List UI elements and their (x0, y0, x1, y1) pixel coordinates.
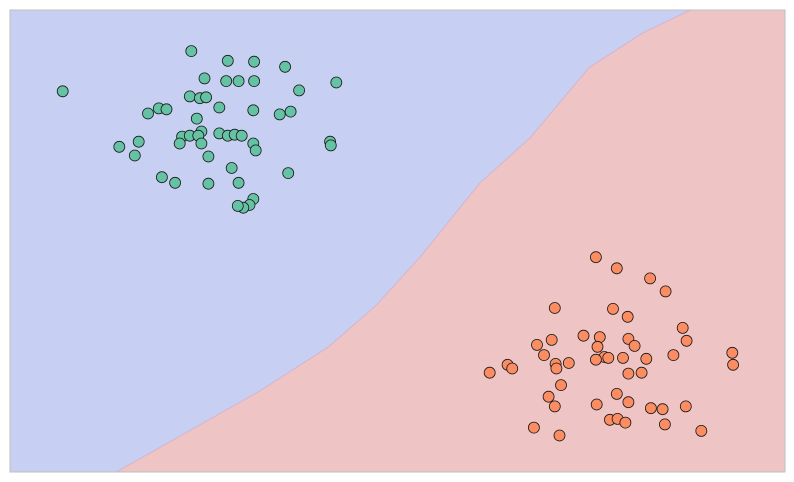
data-point-series-1 (56, 85, 69, 98)
data-point-series-2 (622, 367, 635, 380)
data-point-series-1 (198, 72, 211, 85)
data-point-series-2 (619, 416, 632, 429)
data-point-series-2 (644, 272, 656, 285)
data-point-series-2 (680, 334, 693, 347)
data-point-series-1 (113, 140, 126, 153)
data-point-series-2 (602, 351, 615, 364)
data-point-series-1 (293, 84, 306, 97)
data-point-series-2 (562, 357, 575, 369)
data-point-series-2 (676, 321, 689, 334)
data-point-series-1 (142, 107, 154, 120)
data-point-series-2 (727, 358, 739, 371)
data-point-series-2 (640, 352, 653, 365)
data-point-series-2 (545, 333, 558, 346)
data-point-series-2 (577, 329, 590, 342)
data-point-series-2 (531, 338, 543, 351)
decision-regions (10, 10, 785, 472)
data-point-series-2 (555, 379, 567, 392)
data-point-series-1 (282, 167, 295, 180)
data-point-series-1 (248, 55, 261, 68)
data-point-series-1 (190, 112, 203, 125)
data-point-series-2 (542, 390, 555, 403)
data-point-series-1 (132, 135, 145, 148)
data-point-series-1 (202, 177, 215, 190)
data-point-series-2 (607, 302, 619, 315)
data-point-series-2 (726, 346, 739, 359)
data-point-series-1 (273, 108, 286, 121)
data-point-series-1 (183, 90, 196, 103)
data-point-series-2 (548, 302, 561, 314)
plot-frame (9, 9, 786, 473)
data-point-series-2 (659, 418, 671, 431)
data-point-series-2 (550, 362, 563, 375)
data-point-series-2 (528, 421, 540, 434)
data-point-series-2 (610, 262, 623, 275)
data-point-series-2 (679, 400, 692, 413)
data-point-series-2 (590, 398, 603, 411)
data-point-series-1 (185, 45, 198, 57)
data-point-series-1 (279, 60, 292, 73)
data-point-series-1 (330, 76, 343, 89)
data-point-series-2 (635, 366, 648, 379)
data-point-series-2 (622, 396, 635, 409)
data-point-series-2 (610, 387, 623, 400)
data-point-series-2 (553, 429, 566, 442)
data-point-series-1 (160, 103, 173, 116)
data-point-series-1 (221, 54, 234, 67)
data-point-series-1 (232, 176, 245, 189)
data-point-series-1 (248, 75, 261, 87)
data-point-series-2 (591, 340, 604, 353)
data-point-series-1 (249, 144, 262, 157)
data-point-series-2 (593, 331, 606, 344)
data-point-series-2 (590, 353, 602, 366)
data-point-series-1 (247, 104, 260, 117)
data-point-series-2 (695, 424, 708, 437)
data-point-series-2 (667, 349, 680, 362)
data-point-series-1 (232, 75, 245, 87)
data-point-series-1 (200, 91, 213, 104)
data-point-series-2 (621, 310, 634, 323)
data-point-series-1 (324, 139, 337, 152)
data-point-series-2 (590, 251, 602, 264)
data-point-series-1 (235, 129, 248, 142)
data-point-series-1 (195, 137, 208, 150)
data-point-series-1 (128, 149, 141, 162)
data-point-series-1 (284, 105, 297, 118)
data-point-series-1 (225, 162, 238, 174)
data-point-series-1 (173, 137, 186, 150)
data-point-series-1 (213, 101, 226, 114)
data-point-series-2 (506, 362, 519, 375)
data-point-series-1 (155, 171, 168, 184)
data-point-series-2 (645, 402, 657, 415)
data-point-series-1 (220, 75, 233, 87)
data-points (56, 45, 739, 442)
data-point-series-1 (231, 199, 244, 212)
data-point-series-2 (659, 285, 672, 298)
data-point-series-2 (628, 339, 641, 352)
data-point-series-2 (656, 403, 669, 416)
data-point-series-2 (483, 366, 496, 379)
decision-boundary (115, 10, 691, 472)
data-point-series-2 (548, 400, 561, 413)
data-point-series-1 (202, 150, 215, 163)
data-point-series-2 (538, 349, 550, 362)
data-point-series-2 (617, 351, 629, 364)
data-point-series-1 (169, 176, 182, 189)
